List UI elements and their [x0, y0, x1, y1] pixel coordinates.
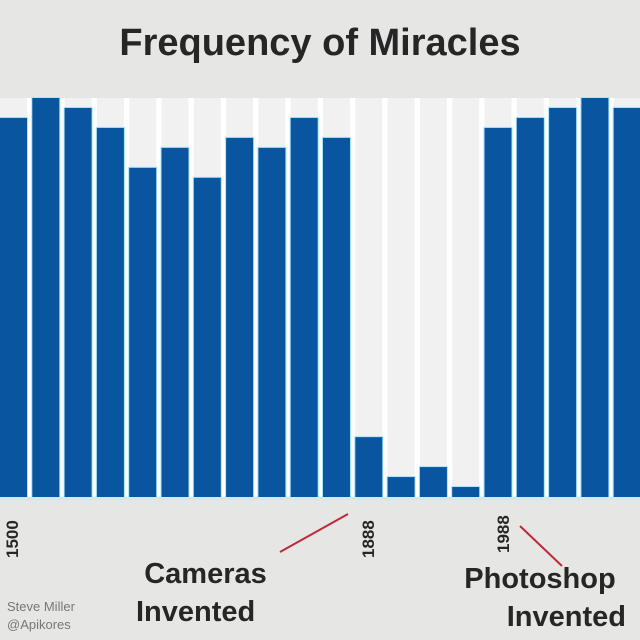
bar: [516, 117, 544, 497]
baseline: [0, 497, 640, 500]
bar: [32, 98, 60, 497]
tick-label-1888: 1888: [359, 520, 378, 558]
bar-separator: [382, 98, 388, 497]
annotation-photoshop-line1: Photoshop: [464, 563, 616, 595]
bar-separator: [446, 98, 453, 497]
bar: [549, 107, 577, 497]
annotation-photoshop-line2: Invented: [506, 601, 626, 633]
credit-handle: @Apikores: [7, 617, 71, 632]
bar-separator: [511, 98, 517, 497]
bar-separator: [188, 98, 194, 497]
bar-separator: [59, 98, 65, 497]
bar-separator: [317, 98, 323, 497]
bar: [323, 137, 350, 497]
bar: [290, 117, 318, 497]
bar: [613, 107, 640, 497]
bar-separator: [414, 98, 420, 497]
bar: [64, 107, 92, 497]
bar: [258, 147, 286, 497]
bar-separator: [123, 98, 130, 497]
bar: [581, 98, 609, 497]
bar-separator: [156, 98, 162, 497]
chart-title: Frequency of Miracles: [119, 22, 521, 64]
bar: [193, 177, 221, 498]
bar: [129, 167, 157, 497]
bar: [161, 147, 189, 497]
bar-separator: [285, 98, 291, 497]
tick-label-1988: 1988: [494, 515, 513, 553]
annotation-line-photoshop: [519, 525, 563, 567]
bar-separator: [350, 98, 356, 497]
bar-separator: [576, 98, 582, 497]
bar: [96, 127, 124, 498]
bar: [0, 117, 27, 497]
bar-separator: [91, 98, 97, 497]
bar-separator: [543, 98, 550, 497]
bar: [452, 487, 480, 497]
bar-separator: [220, 98, 227, 497]
bar: [387, 477, 415, 497]
credit-name: Steve Miller: [7, 599, 75, 614]
bar-separator: [479, 98, 485, 497]
annotation-cameras-line2: Invented: [136, 596, 256, 628]
annotation-cameras: Cameras Invented: [128, 557, 283, 629]
bar: [226, 137, 254, 497]
bar-separator: [253, 98, 259, 497]
credit: Steve Miller @Apikores: [7, 598, 75, 634]
bar: [419, 467, 447, 497]
tick-label-1500: 1500: [3, 520, 22, 558]
bar-separator: [608, 98, 614, 497]
annotation-cameras-line1: Cameras: [144, 558, 267, 590]
annotation-photoshop: Photoshop Invented: [440, 562, 640, 634]
bar: [484, 127, 512, 498]
bar: [355, 437, 383, 497]
annotation-line-cameras: [279, 513, 349, 553]
bar-separator: [27, 98, 33, 497]
